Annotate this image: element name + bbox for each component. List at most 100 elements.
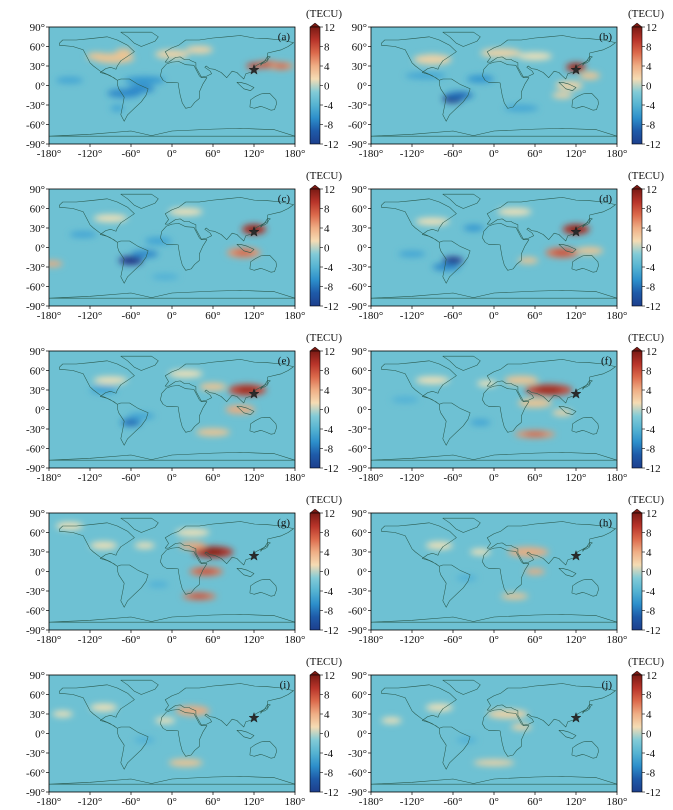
- y-tick-label: 90°: [352, 346, 367, 358]
- map-background: [49, 27, 295, 144]
- y-tick-label: 30°: [352, 61, 367, 73]
- colorbar-unit-label: (TECU): [628, 494, 664, 506]
- colorbar-tick-label: -8: [646, 444, 656, 456]
- y-tick-label: 0°: [357, 243, 367, 255]
- y-tick-label: 60°: [352, 42, 367, 54]
- tec-anomaly-blob: [497, 208, 531, 216]
- x-tick-label: -60°: [121, 310, 140, 322]
- y-tick-label: -90°: [348, 301, 367, 313]
- colorbar-tick-label: 12: [646, 184, 657, 196]
- colorbar-gradient: [632, 189, 642, 306]
- map-panel-f: -180° -120° -60° 0° 60° 120° 180°90°60°30°0°-3…: [348, 332, 664, 484]
- tec-anomaly-blob: [470, 549, 491, 556]
- tec-anomaly-blob: [90, 704, 117, 712]
- tec-anomaly-blob: [155, 717, 176, 724]
- colorbar-tick-label: 12: [324, 346, 335, 358]
- y-tick-label: 90°: [352, 508, 367, 520]
- tec-anomaly-blob: [196, 428, 230, 436]
- y-tick-label: 90°: [352, 184, 367, 196]
- y-tick-label: 0°: [35, 81, 45, 93]
- y-tick-label: -60°: [348, 606, 367, 618]
- y-tick-label: -90°: [26, 787, 45, 799]
- colorbar: 12 8 4 0 -4 -8 -12 (TECU): [628, 656, 664, 799]
- colorbar-tick-label: -8: [324, 768, 334, 780]
- tec-anomaly-blob: [70, 231, 97, 238]
- y-tick-label: 90°: [30, 22, 45, 34]
- colorbar-tick-label: -8: [324, 282, 334, 294]
- colorbar-tick-label: 12: [646, 508, 657, 520]
- colorbar-tick-label: 8: [646, 42, 652, 54]
- colorbar-tick-label: 4: [324, 709, 330, 721]
- x-tick-label: 180°: [285, 472, 306, 484]
- panel-label: (d): [599, 193, 612, 205]
- colorbar-tick-label: 4: [324, 547, 330, 559]
- panel-label: (f): [601, 355, 612, 367]
- y-tick-label: 0°: [357, 81, 367, 93]
- panel-label: (a): [278, 31, 291, 43]
- tec-anomaly-blob: [169, 759, 203, 767]
- map-panel-j: -180° -120° -60° 0° 60° 120° 180°90°60°30°0°-3…: [348, 656, 664, 808]
- y-tick-label: -60°: [26, 120, 45, 132]
- y-tick-label: 90°: [352, 670, 367, 682]
- tec-anomaly-core: [553, 250, 572, 256]
- tec-anomaly-blob: [576, 247, 603, 255]
- y-tick-label: 60°: [352, 204, 367, 216]
- colorbar-tick-label: -8: [646, 606, 656, 618]
- colorbar: 12 8 4 0 -4 -8 -12 (TECU): [306, 332, 342, 475]
- map-background: [49, 189, 295, 306]
- x-tick-label: 120°: [566, 634, 587, 646]
- x-tick-label: -120°: [400, 472, 425, 484]
- y-tick-label: -30°: [348, 262, 367, 274]
- x-tick-label: 180°: [607, 310, 628, 322]
- tec-anomaly-blob: [487, 709, 528, 718]
- y-tick-label: 30°: [352, 709, 367, 721]
- y-tick-label: -30°: [348, 424, 367, 436]
- colorbar-tick-label: -12: [646, 625, 661, 637]
- map-background: [371, 513, 617, 630]
- x-tick-label: 120°: [566, 796, 587, 808]
- tec-anomaly-blob: [93, 214, 127, 222]
- x-tick-label: -120°: [400, 310, 425, 322]
- colorbar: 12 8 4 0 -4 -8 -12 (TECU): [306, 8, 342, 151]
- colorbar-tick-label: 0: [646, 405, 652, 417]
- map-background: [371, 189, 617, 306]
- colorbar-arrow-top: [310, 23, 320, 27]
- tec-anomaly-blob: [579, 72, 600, 80]
- tec-anomaly-blob: [145, 237, 172, 245]
- x-tick-label: 0°: [489, 310, 499, 322]
- colorbar-tick-label: -4: [646, 586, 656, 598]
- x-tick-label: -120°: [78, 310, 103, 322]
- y-tick-label: 60°: [30, 204, 45, 216]
- y-tick-label: 30°: [30, 709, 45, 721]
- colorbar-tick-label: 0: [324, 81, 330, 93]
- colorbar-tick-label: -8: [646, 282, 656, 294]
- y-tick-label: 30°: [30, 547, 45, 559]
- y-tick-label: 30°: [352, 385, 367, 397]
- tec-anomaly-blob: [381, 717, 402, 724]
- tec-anomaly-blob: [131, 250, 158, 258]
- map-panel-d: -180° -120° -60° 0° 60° 120° 180°90°60°30°0°-3…: [348, 170, 664, 322]
- colorbar-tick-label: 8: [324, 366, 330, 378]
- tec-anomaly-blob: [116, 48, 132, 55]
- tec-anomaly-blob: [467, 75, 494, 83]
- colorbar-tick-label: 4: [646, 61, 652, 73]
- x-tick-label: 180°: [607, 634, 628, 646]
- colorbar-tick-label: -8: [646, 768, 656, 780]
- colorbar: 12 8 4 0 -4 -8 -12 (TECU): [628, 332, 664, 475]
- colorbar-unit-label: (TECU): [306, 494, 342, 506]
- y-tick-label: 90°: [30, 670, 45, 682]
- tec-anomaly-blob: [415, 376, 449, 384]
- map-panel-g: -180° -120° -60° 0° 60° 120° 180° 90° 60° 30° 0° -3…: [26, 494, 342, 646]
- map-panel-a: -180° -120° -60° 0° 60° 120° 180°90°60°30°0°-3…: [26, 8, 342, 160]
- colorbar-gradient: [310, 27, 320, 144]
- map-panel-c: -180° -120° -60° 0° 60° 120° 180°90°60°30°0°-3…: [26, 170, 342, 322]
- colorbar-gradient: [310, 189, 320, 306]
- x-tick-label: 0°: [167, 310, 177, 322]
- tec-anomaly-blob: [179, 542, 206, 550]
- x-tick-label: -60°: [443, 472, 462, 484]
- panel-label: (j): [602, 679, 613, 691]
- map-panel-i: -180° -120° -60° 0° 60° 120° 180°90°60°30°0°-3…: [26, 656, 342, 808]
- y-tick-label: 60°: [352, 366, 367, 378]
- colorbar-tick-label: -4: [324, 100, 334, 112]
- x-tick-label: 120°: [244, 472, 265, 484]
